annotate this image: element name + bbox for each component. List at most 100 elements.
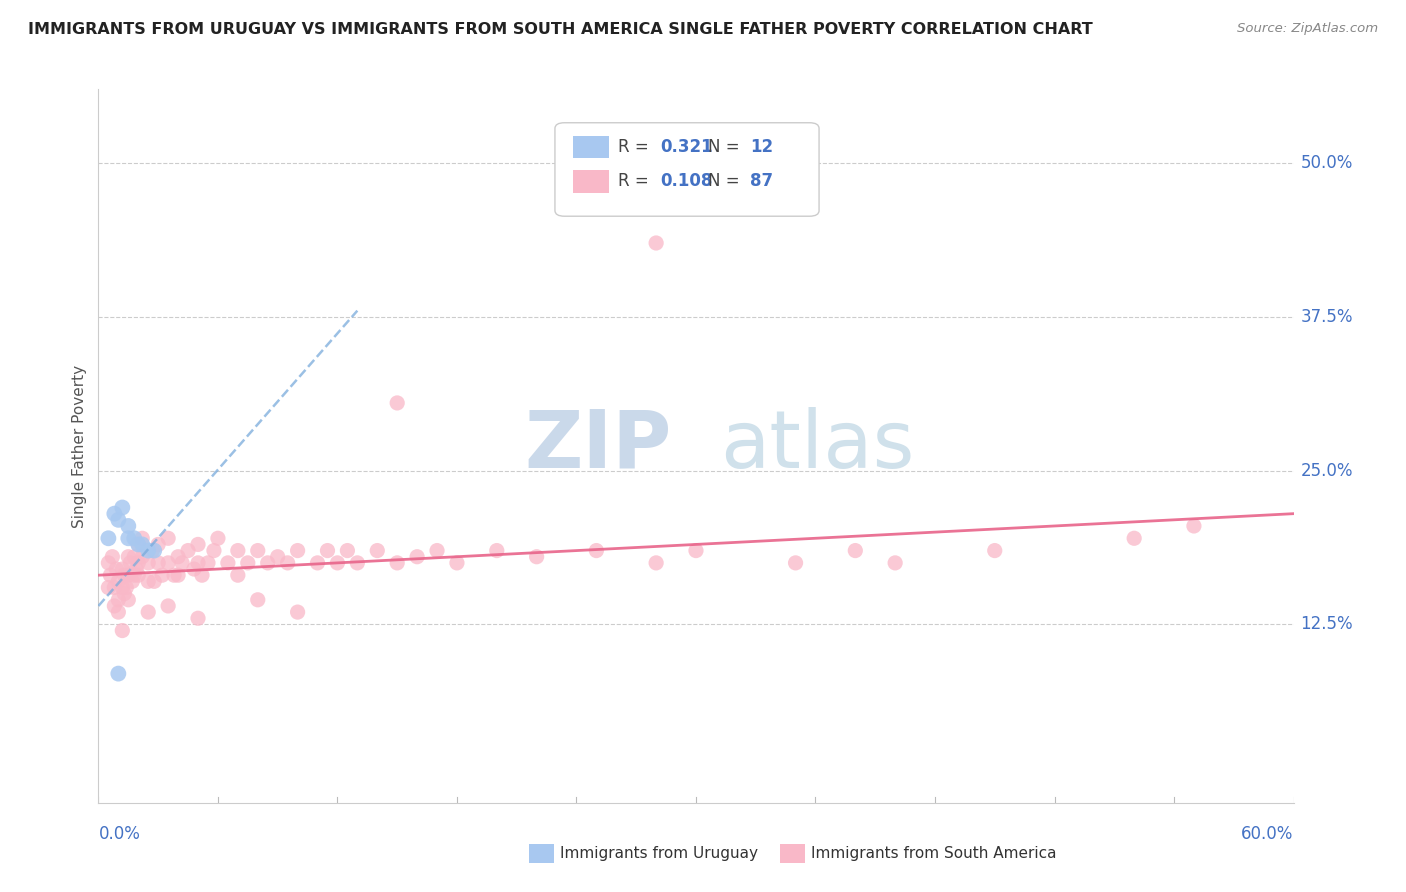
Point	[107, 666, 129, 681]
Point	[191, 568, 214, 582]
Point	[207, 531, 229, 545]
Point	[150, 568, 173, 582]
Point	[385, 396, 409, 410]
Point	[346, 556, 368, 570]
Point	[131, 549, 153, 564]
Point	[267, 549, 290, 564]
Point	[103, 599, 125, 613]
Point	[125, 562, 148, 576]
Point	[336, 543, 359, 558]
Point	[97, 581, 120, 595]
Point	[366, 543, 388, 558]
Point	[884, 556, 907, 570]
Point	[148, 556, 170, 570]
Point	[148, 537, 170, 551]
Point	[107, 605, 129, 619]
Text: 37.5%: 37.5%	[1301, 308, 1353, 326]
Point	[177, 543, 200, 558]
Point	[844, 543, 866, 558]
Point	[111, 624, 134, 638]
Point	[167, 549, 190, 564]
Text: R =: R =	[619, 138, 650, 156]
Point	[117, 592, 139, 607]
Point	[115, 581, 138, 595]
Point	[187, 537, 209, 551]
Point	[157, 556, 180, 570]
Text: 25.0%: 25.0%	[1301, 461, 1353, 480]
Point	[143, 574, 166, 589]
Text: 60.0%: 60.0%	[1241, 825, 1294, 843]
Point	[117, 549, 139, 564]
Text: 87: 87	[749, 172, 773, 190]
Point	[645, 556, 668, 570]
Point	[1182, 519, 1205, 533]
Point	[526, 549, 548, 564]
Text: N =: N =	[709, 138, 740, 156]
Point	[124, 549, 146, 564]
Point	[127, 568, 149, 582]
Point	[277, 556, 299, 570]
Point	[406, 549, 429, 564]
Point	[226, 543, 249, 558]
Text: 0.0%: 0.0%	[98, 825, 141, 843]
Point	[385, 556, 409, 570]
Point	[157, 531, 180, 545]
Point	[187, 611, 209, 625]
Point	[1123, 531, 1146, 545]
Point	[446, 556, 468, 570]
Point	[111, 581, 134, 595]
Point	[127, 537, 149, 551]
Point	[127, 537, 149, 551]
Text: Immigrants from Uruguay: Immigrants from Uruguay	[560, 847, 758, 861]
Point	[685, 543, 707, 558]
Point	[105, 562, 128, 576]
Point	[107, 592, 129, 607]
Point	[287, 605, 309, 619]
Point	[107, 574, 129, 589]
Point	[97, 531, 120, 545]
Point	[131, 531, 153, 545]
Point	[107, 513, 129, 527]
Text: atlas: atlas	[720, 407, 914, 485]
Point	[316, 543, 339, 558]
Point	[103, 507, 125, 521]
Point	[202, 543, 225, 558]
Point	[143, 543, 166, 558]
Point	[117, 568, 139, 582]
Point	[117, 531, 139, 545]
Point	[326, 556, 349, 570]
Text: R =: R =	[619, 172, 650, 190]
Point	[136, 543, 159, 558]
Point	[485, 543, 508, 558]
Point	[121, 574, 143, 589]
Point	[645, 235, 668, 250]
Text: 0.321: 0.321	[661, 138, 713, 156]
Point	[426, 543, 449, 558]
Point	[256, 556, 278, 570]
Point	[236, 556, 259, 570]
Point	[167, 568, 190, 582]
Point	[163, 568, 186, 582]
Point	[585, 543, 607, 558]
Point	[103, 581, 125, 595]
Point	[124, 568, 146, 582]
Point	[246, 592, 269, 607]
Point	[101, 549, 124, 564]
Point	[112, 587, 135, 601]
Point	[246, 543, 269, 558]
Text: ZIP: ZIP	[524, 407, 672, 485]
Point	[183, 562, 205, 576]
Point	[172, 556, 194, 570]
Point	[117, 519, 139, 533]
Text: Source: ZipAtlas.com: Source: ZipAtlas.com	[1237, 22, 1378, 36]
Text: Immigrants from South America: Immigrants from South America	[810, 847, 1056, 861]
Point	[112, 568, 135, 582]
Point	[187, 556, 209, 570]
Y-axis label: Single Father Poverty: Single Father Poverty	[72, 365, 87, 527]
Point	[785, 556, 807, 570]
Point	[136, 574, 159, 589]
Point	[983, 543, 1005, 558]
Point	[111, 500, 134, 515]
Point	[124, 531, 146, 545]
Text: N =: N =	[709, 172, 740, 190]
